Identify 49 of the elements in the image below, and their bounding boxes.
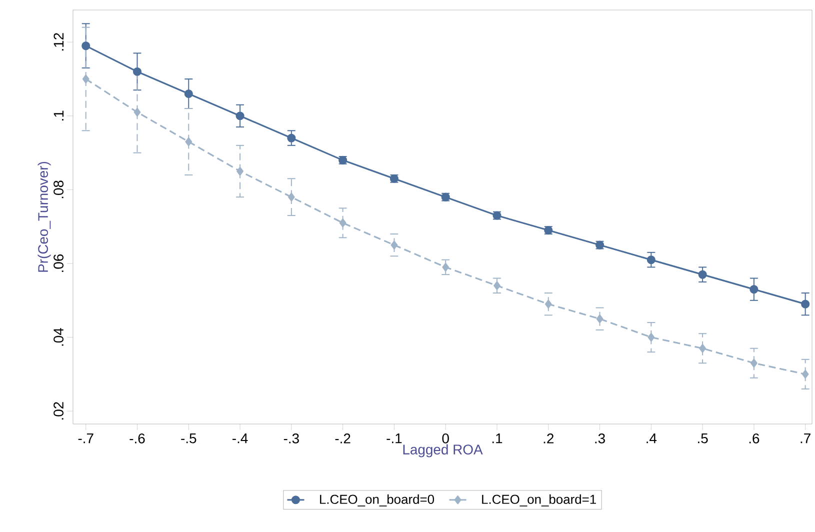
y-axis-title: Pr(Ceo_Turnover): [38, 162, 51, 272]
point: [750, 358, 758, 368]
point: [236, 112, 244, 120]
y-tick-label: .02: [54, 402, 64, 420]
point: [699, 344, 706, 353]
point: [339, 218, 346, 228]
point: [442, 262, 450, 272]
point: [82, 74, 90, 84]
y-tick-label: .08: [54, 180, 64, 198]
point: [390, 240, 398, 250]
x-tick-label: .7: [800, 434, 810, 444]
x-tick-label: -.4: [232, 434, 248, 444]
y-tick-label: .04: [54, 328, 64, 346]
x-tick-label: .2: [544, 434, 554, 444]
x-tick-label: -.3: [284, 434, 299, 444]
point: [184, 89, 193, 98]
x-tick-label: 0: [442, 434, 449, 444]
x-tick-label: -.5: [181, 434, 196, 444]
y-tick-label: .1: [54, 110, 64, 120]
point: [698, 270, 707, 279]
legend-label: L.CEO_on_board=0: [320, 494, 434, 506]
point: [288, 192, 295, 202]
point: [287, 134, 296, 142]
legend-label: L.CEO_on_board=1: [482, 494, 596, 506]
x-tick-label: .5: [698, 434, 708, 444]
x-tick-label: .3: [595, 434, 605, 444]
x-tick-label: -.1: [386, 434, 402, 444]
point: [132, 67, 142, 76]
x-tick-label: .1: [492, 434, 502, 444]
point: [648, 333, 655, 342]
point: [134, 108, 141, 116]
point: [646, 256, 656, 264]
x-tick-label: .6: [749, 434, 760, 444]
point: [802, 370, 809, 378]
x-tick-label: -.2: [335, 434, 350, 444]
point: [544, 300, 552, 308]
y-tick-label: .12: [54, 33, 64, 51]
x-tick-label: -.6: [130, 434, 145, 444]
x-tick-label: -.7: [78, 434, 94, 444]
point: [596, 314, 604, 324]
x-axis-title: Lagged ROA: [403, 444, 483, 458]
y-tick-label: .06: [54, 254, 64, 272]
point: [801, 300, 810, 308]
point: [185, 137, 192, 146]
point: [82, 42, 90, 50]
point: [236, 166, 244, 176]
point: [750, 285, 758, 294]
x-tick-label: .4: [646, 434, 657, 444]
point: [494, 281, 500, 290]
